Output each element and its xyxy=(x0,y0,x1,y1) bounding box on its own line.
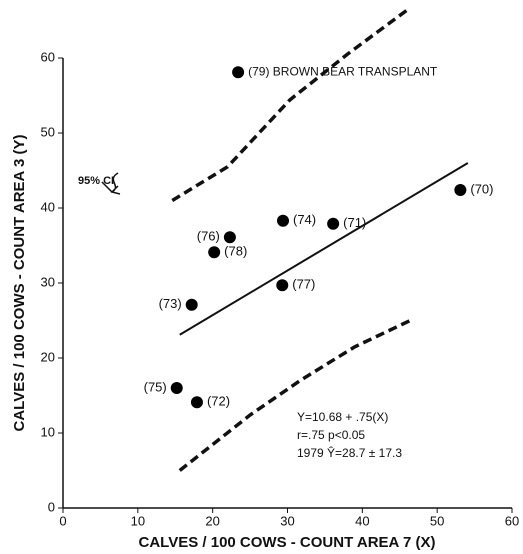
x-tick-label: 40 xyxy=(355,513,369,528)
point-label: (73) xyxy=(159,296,182,311)
annotation: 1979 Ŷ=28.7 ± 17.3 xyxy=(297,445,402,460)
x-tick-label: 50 xyxy=(430,513,444,528)
point-label: (76) xyxy=(197,229,220,244)
point xyxy=(170,382,183,394)
point xyxy=(223,231,236,244)
point xyxy=(454,184,467,196)
point-label: (79) BROWN BEAR TRANSPLANT xyxy=(248,64,438,78)
point-label: (78) xyxy=(224,244,247,259)
ci-curve xyxy=(171,6,412,202)
y-tick-label: 0 xyxy=(48,499,55,514)
y-axis-title: CALVES / 100 COWS - COUNT AREA 3 (Y) xyxy=(11,135,28,432)
point-label: (72) xyxy=(207,394,230,409)
annotation: Y=10.68 + .75(X) xyxy=(297,410,388,424)
y-tick-label: 40 xyxy=(41,199,55,214)
point-label: (71) xyxy=(343,215,366,230)
point-label: (75) xyxy=(144,379,167,394)
point xyxy=(232,66,245,79)
point-label: (74) xyxy=(293,212,316,227)
y-tick-label: 10 xyxy=(41,424,55,439)
x-tick-label: 10 xyxy=(131,513,145,528)
point xyxy=(327,217,340,230)
point xyxy=(190,396,203,409)
regression-line xyxy=(179,162,469,336)
y-tick-label: 20 xyxy=(41,349,55,364)
y-tick-label: 30 xyxy=(41,274,55,289)
x-tick-label: 0 xyxy=(59,513,66,528)
point-label: (77) xyxy=(292,277,315,292)
point-label: (70) xyxy=(470,181,493,196)
annotation: 95% CI xyxy=(78,175,114,187)
point xyxy=(208,246,221,259)
annotation: r=.75 p<0.05 xyxy=(297,428,365,442)
x-tick-label: 20 xyxy=(205,513,219,528)
ci-arrow xyxy=(101,172,121,195)
point xyxy=(277,214,290,227)
y-tick-label: 50 xyxy=(41,124,55,139)
y-tick-label: 60 xyxy=(41,49,55,64)
ci-curve xyxy=(178,318,411,472)
point xyxy=(185,298,198,311)
x-tick-label: 60 xyxy=(505,513,519,528)
x-axis-title: CALVES / 100 COWS - COUNT AREA 7 (X) xyxy=(139,534,436,551)
x-tick-label: 30 xyxy=(280,513,294,528)
point xyxy=(276,279,289,292)
